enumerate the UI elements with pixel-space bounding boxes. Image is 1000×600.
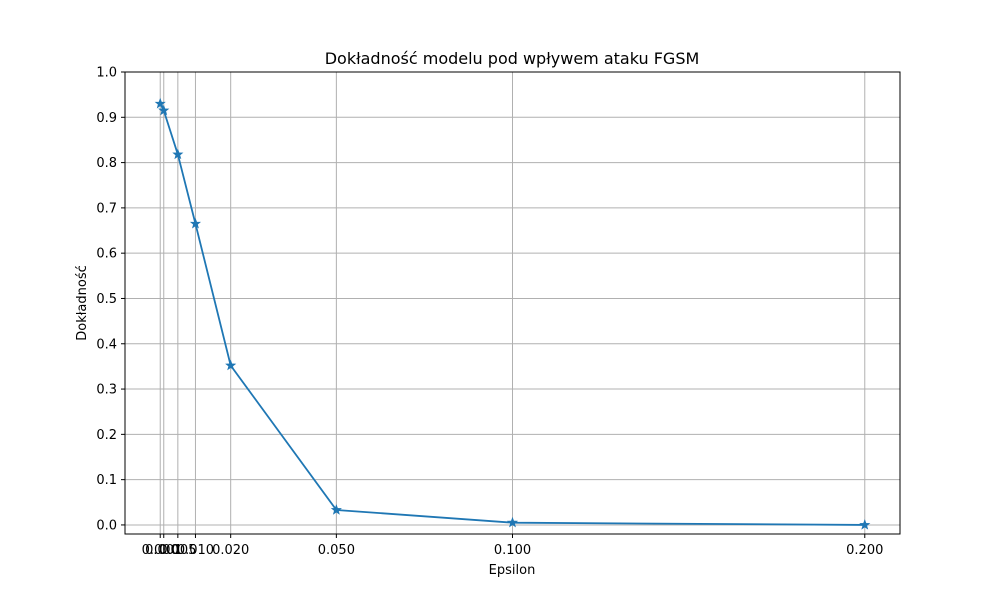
data-point-star	[172, 148, 184, 160]
data-point-star	[506, 516, 519, 528]
x-axis-label: Epsilon	[489, 563, 536, 578]
series-line-group	[159, 103, 865, 526]
data-point-star	[225, 359, 237, 371]
data-point-group	[154, 97, 871, 530]
y-axis-label: Dokładność	[75, 265, 90, 341]
y-tick-label: 0.7	[96, 201, 117, 216]
y-tick-label: 0.2	[96, 428, 117, 443]
data-point-star	[330, 504, 342, 515]
x-tick-label: 0.020	[212, 543, 249, 558]
y-tick-label: 0.1	[96, 473, 117, 488]
grid-lines	[125, 71, 900, 534]
data-point-star	[158, 104, 170, 116]
data-point-star	[189, 217, 202, 229]
chart-title: Dokładność modelu pod wpływem ataku FGSM	[325, 49, 700, 68]
y-tick-label: 1.0	[96, 66, 117, 81]
y-tick-label: 0.9	[96, 111, 117, 126]
x-tick-label: 0.100	[494, 543, 531, 558]
x-tick-label: 0.000	[142, 543, 179, 558]
x-tick-label: 0.050	[318, 543, 355, 558]
y-tick-label: 0.6	[96, 247, 117, 262]
x-tick-label: 0.200	[846, 543, 883, 558]
data-point-star	[859, 519, 871, 530]
data-point-star	[154, 97, 166, 109]
x-tick-label: 0.010	[177, 543, 214, 558]
y-tick-label: 0.4	[96, 337, 117, 352]
x-tick-label: 0.001	[145, 543, 182, 558]
y-tick-label: 0.0	[96, 518, 117, 533]
y-tick-label: 0.8	[96, 156, 117, 171]
y-tick-label: 0.3	[96, 383, 117, 398]
y-axis: 0.0 0.1 0.2 0.3 0.4 0.5 0.6 0.7 0.8 0.9 1.0	[96, 66, 125, 533]
series-line	[159, 103, 865, 526]
y-tick-label: 0.5	[96, 292, 117, 307]
x-tick-label: 0.005	[159, 543, 196, 558]
